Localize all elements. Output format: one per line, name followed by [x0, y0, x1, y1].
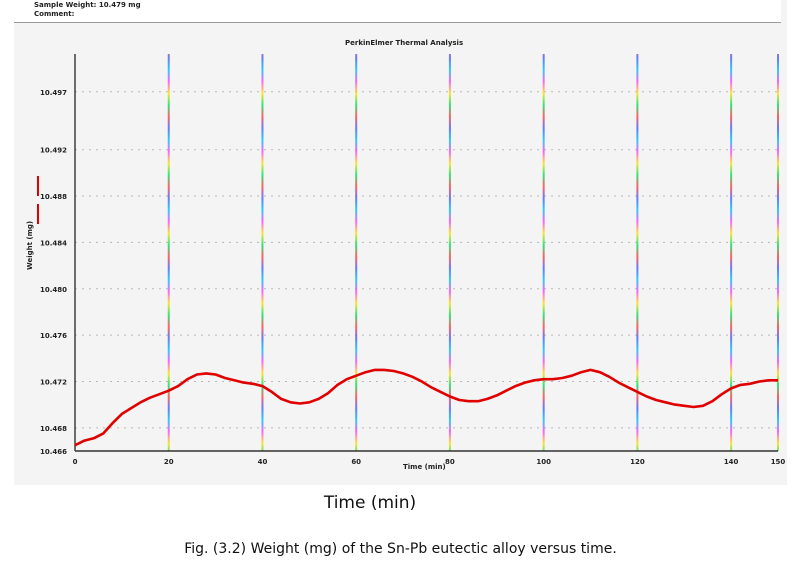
x-tick-label: 20	[164, 458, 174, 466]
y-tick-label: 10.476	[40, 332, 67, 340]
weight-series-line	[74, 368, 778, 447]
x-tick-label: 140	[724, 458, 739, 466]
time-axis-caption: Time (min)	[323, 493, 417, 513]
x-tick-label: 100	[536, 458, 551, 466]
thermal-analysis-screenshot	[14, 0, 787, 485]
y-tick-label: 10.484	[40, 239, 67, 247]
y-tick-label: 10.468	[40, 425, 67, 433]
figure-caption: Fig. (3.2) Weight (mg) of the Sn-Pb eute…	[184, 541, 617, 557]
x-tick-label: 0	[73, 458, 78, 466]
weight-vs-time-chart: 10.466 10.468 10.472 10.476 10.480 10.484 10.4…	[40, 54, 786, 466]
software-header-bar: Sample Weight: 10.479 mg Comment:	[14, 0, 781, 23]
x-tick-label: 60	[351, 458, 361, 466]
x-tick-label: 80	[445, 458, 455, 466]
y-tick-label: 10.492	[40, 147, 67, 155]
red-marker-top	[37, 176, 39, 196]
y-tick-label: 10.472	[40, 378, 67, 386]
y-tick-label: 10.497	[40, 89, 67, 97]
x-axis-label: Time (min)	[403, 463, 446, 471]
sample-weight-label: Sample Weight: 10.479 mg	[34, 1, 141, 9]
comment-label: Comment:	[34, 10, 75, 18]
x-tick-label: 40	[258, 458, 268, 466]
x-tick-label: 150	[771, 458, 786, 466]
x-tick-label: 120	[630, 458, 645, 466]
y-tick-label: 10.466	[40, 448, 67, 456]
y-tick-label: 10.488	[40, 193, 67, 201]
plot-title: PerkinElmer Thermal Analysis	[345, 39, 464, 47]
y-tick-label: 10.480	[40, 286, 67, 294]
red-marker-bottom	[37, 204, 39, 224]
